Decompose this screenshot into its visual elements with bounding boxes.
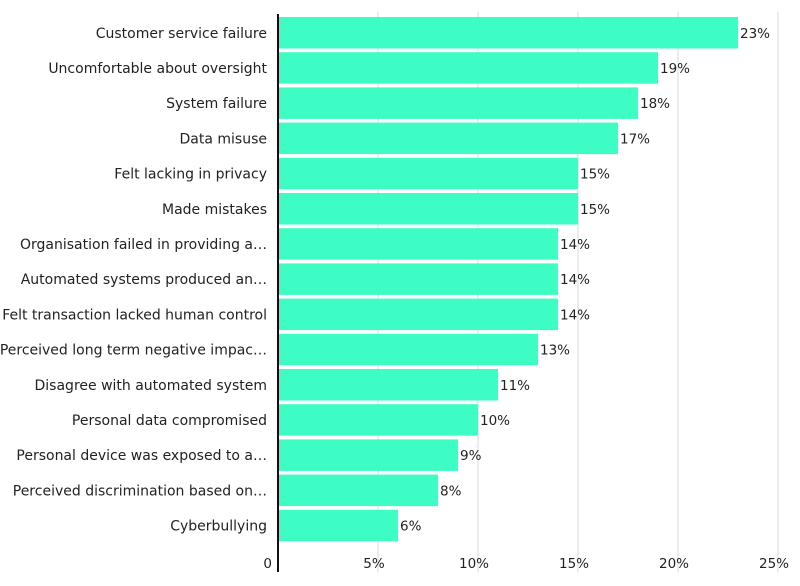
bar-11 bbox=[278, 404, 478, 436]
category-label-8: Felt transaction lacked human control bbox=[2, 307, 267, 323]
bar-7 bbox=[278, 263, 558, 295]
value-label-1: 19% bbox=[660, 61, 690, 77]
value-label-11: 10% bbox=[480, 413, 510, 429]
x-tick-label-1: 5% bbox=[363, 556, 385, 572]
bar-1 bbox=[278, 52, 658, 84]
category-label-10: Disagree with automated system bbox=[35, 378, 267, 394]
value-label-2: 18% bbox=[640, 96, 670, 112]
category-label-4: Felt lacking in privacy bbox=[114, 167, 267, 183]
category-label-14: Cyberbullying bbox=[170, 519, 267, 535]
category-label-7: Automated systems produced an… bbox=[21, 272, 267, 288]
value-label-14: 6% bbox=[400, 519, 422, 535]
category-label-2: System failure bbox=[166, 96, 267, 112]
category-label-3: Data misuse bbox=[180, 131, 267, 147]
value-label-5: 15% bbox=[580, 202, 610, 218]
x-tick-label-2: 10% bbox=[459, 556, 489, 572]
x-tick-label-0: 0 bbox=[263, 556, 272, 572]
category-label-9: Perceived long term negative impac… bbox=[0, 343, 267, 359]
bars bbox=[278, 17, 738, 542]
bar-14 bbox=[278, 509, 398, 542]
value-label-6: 14% bbox=[560, 237, 590, 253]
bar-8 bbox=[278, 298, 558, 331]
category-label-11: Personal data compromised bbox=[72, 413, 267, 429]
bar-12 bbox=[278, 439, 458, 471]
axes: Customer service failure 23% Uncomfortable… bbox=[0, 14, 789, 572]
value-label-10: 11% bbox=[500, 378, 530, 394]
x-tick-label-3: 15% bbox=[559, 556, 589, 572]
value-label-12: 9% bbox=[460, 448, 482, 464]
value-label-3: 17% bbox=[620, 131, 650, 147]
bar-10 bbox=[278, 369, 498, 401]
bar-6 bbox=[278, 228, 558, 260]
value-label-9: 13% bbox=[540, 343, 570, 359]
x-tick-label-5: 25% bbox=[759, 556, 789, 572]
value-label-0: 23% bbox=[740, 26, 770, 42]
value-label-4: 15% bbox=[580, 167, 610, 183]
bar-2 bbox=[278, 87, 638, 119]
bar-13 bbox=[278, 474, 438, 507]
category-label-6: Organisation failed in providing a… bbox=[20, 237, 267, 253]
value-label-13: 8% bbox=[440, 483, 462, 499]
category-label-0: Customer service failure bbox=[96, 26, 267, 42]
value-label-8: 14% bbox=[560, 307, 590, 323]
category-label-1: Uncomfortable about oversight bbox=[48, 61, 267, 77]
bar-4 bbox=[278, 157, 578, 190]
category-label-5: Made mistakes bbox=[162, 202, 267, 218]
bar-0 bbox=[278, 17, 738, 49]
category-label-12: Personal device was exposed to a… bbox=[16, 448, 267, 464]
bar-3 bbox=[278, 122, 618, 155]
category-label-13: Perceived discrimination based on… bbox=[13, 483, 267, 499]
bar-5 bbox=[278, 193, 578, 225]
bar-9 bbox=[278, 333, 538, 366]
x-tick-label-4: 20% bbox=[659, 556, 689, 572]
value-label-7: 14% bbox=[560, 272, 590, 288]
